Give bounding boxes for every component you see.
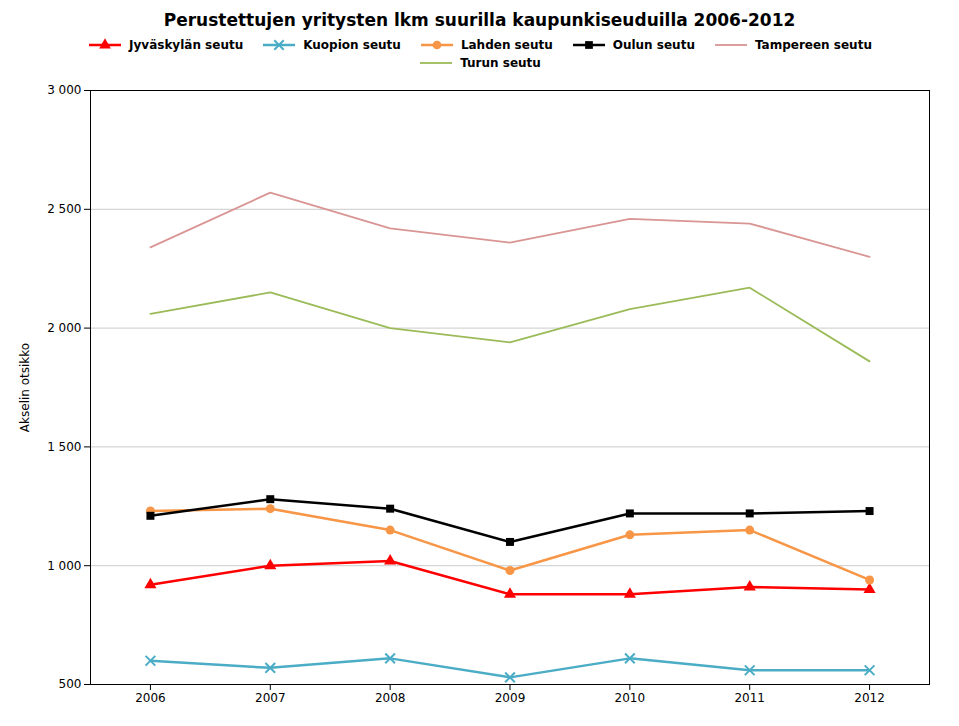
- svg-text:2011: 2011: [734, 691, 765, 705]
- html-text:Perustettujen yritysten lkm su: Perustettujen yritysten lkm suurilla kau…: [163, 10, 796, 30]
- svg-text:2 000: 2 000: [47, 321, 81, 335]
- svg-text:2006: 2006: [135, 691, 166, 705]
- svg-text:1 500: 1 500: [47, 440, 81, 454]
- svg-text:2007: 2007: [255, 691, 286, 705]
- svg-text:500: 500: [59, 677, 82, 691]
- html-text:Turun seutu: Turun seutu: [460, 56, 541, 70]
- svg-text:2009: 2009: [495, 691, 526, 705]
- svg-text:1 000: 1 000: [47, 559, 81, 573]
- svg-text:2 500: 2 500: [47, 202, 81, 216]
- html-text:Tampereen seutu: Tampereen seutu: [755, 38, 872, 52]
- svg-text:Akselin otsikko: Akselin otsikko: [18, 343, 32, 432]
- html-text:Jyväskylän seutu: Jyväskylän seutu: [129, 38, 244, 52]
- html-text:Oulun seutu: Oulun seutu: [612, 38, 695, 52]
- svg-text:2012: 2012: [854, 691, 885, 705]
- html-text:Kuopion seutu: Kuopion seutu: [303, 38, 401, 52]
- html-text:Lahden seutu: Lahden seutu: [460, 38, 553, 52]
- svg-text:3 000: 3 000: [47, 83, 81, 97]
- svg-text:2010: 2010: [615, 691, 646, 705]
- svg-text:2008: 2008: [375, 691, 406, 705]
